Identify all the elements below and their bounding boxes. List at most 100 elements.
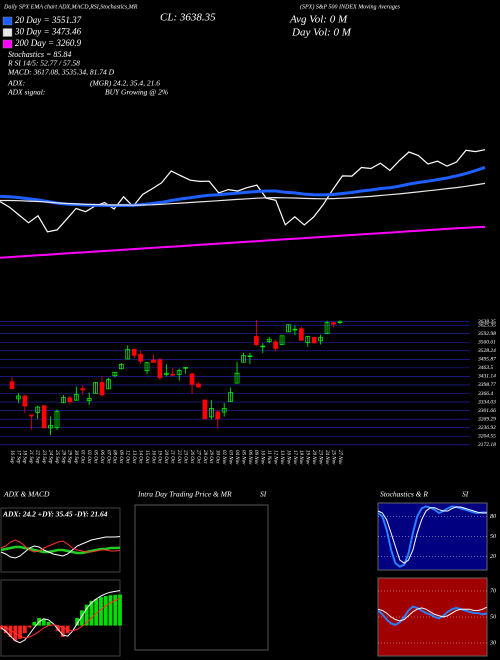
y-tick-label: 3269.29 [477,416,496,422]
histogram-bar [75,618,80,626]
x-tick-label: 15 Oct [144,450,149,464]
histogram-bar [103,595,108,626]
x-tick-label: 18 Sep [22,450,27,464]
avg-volume: Avg Vol: 0 M [289,14,348,26]
y-tick-label: 50 [490,534,496,540]
y-tick-label: 80 [490,514,496,520]
day-volume: Day Vol: 0 M [291,27,352,39]
intraday-title-suffix: SI [260,490,267,499]
x-tick-label: 11 Nov [266,450,271,465]
legend-swatch [2,16,13,26]
x-tick-label: 17 Nov [292,450,297,465]
x-tick-label: 23 Nov [317,450,322,465]
candle-body [106,379,111,390]
candle-body [86,398,92,402]
macd-text: MACD: 3617.08, 3535.34, 81.74 D [7,68,115,77]
x-tick-label: 02 Oct [86,450,91,464]
header-left: Daily SPX EMA chart ADX,MACD,RSI,Stochas… [3,4,138,10]
y-tick-label: 70 [490,588,496,594]
series-line [0,225,486,259]
y-tick-label: 3560.61 [477,340,496,346]
x-tick-label: 06 Oct [99,450,104,464]
y-tick-label: 3172.18 [477,442,496,448]
x-tick-label: 28 Oct [202,450,207,464]
series-line [377,506,487,564]
candle-body [112,371,118,377]
histogram-bar [27,625,32,628]
y-tick-label: 3638.35 [477,319,496,325]
x-tick-label: 30 Oct [215,450,220,464]
x-tick-label: 16 Oct [150,450,155,464]
candle-body [183,367,188,369]
series-line [0,536,121,559]
x-tick-label: 19 Oct [157,450,162,464]
y-tick-label: 3301.66 [477,408,496,414]
series-line [0,590,121,644]
candle-body [324,322,330,334]
x-tick-label: 14 Oct [137,450,142,464]
candle-body [73,394,79,401]
candle-body [61,397,66,403]
x-tick-label: 05 Nov [240,450,245,465]
x-tick-label: 13 Oct [131,450,136,464]
panel [0,507,121,573]
candle-body [157,359,163,378]
x-tick-label: 22 Sep [35,450,40,464]
x-tick-label: 09 Nov [253,450,258,465]
x-tick-label: 12 Nov [272,450,277,465]
candle-body [221,408,227,413]
legend-label: 20 Day = 3551.37 [15,15,82,25]
candle-body [292,328,298,331]
candle-body [247,355,253,358]
legend-swatch [2,39,13,49]
x-tick-label: 25 Nov [330,450,335,465]
x-tick-label: 10 Nov [260,450,265,465]
histogram-bar [46,621,51,626]
x-tick-label: 22 Oct [176,450,181,464]
candle-body [228,392,233,402]
x-tick-label: 06 Nov [247,450,252,465]
x-tick-label: 19 Nov [305,450,310,465]
x-tick-label: 18 Nov [298,450,303,465]
x-tick-label: 01 Oct [80,450,85,464]
candle-body [28,414,34,417]
close-price: CL: 3638.35 [160,12,216,24]
candle-body [41,405,47,429]
x-tick-label: 21 Sep [28,450,33,464]
candle-body [318,337,323,342]
candle-body [170,373,176,376]
candle-body [305,336,311,344]
histogram-bar [108,595,113,626]
candle-body [331,322,336,325]
candle-body [99,382,105,396]
y-tick-label: 3398.77 [477,382,496,388]
x-tick-label: 12 Oct [125,450,130,464]
candle-body [163,372,169,375]
x-tick-label: 17 Sep [15,450,20,464]
candle-body [9,381,15,389]
candle-body [80,388,86,391]
candle-body [118,363,124,370]
histogram-bar [80,610,84,626]
candle-body [67,397,73,403]
histogram-bar [84,604,89,626]
candle-body [48,424,53,429]
histogram-bar [18,625,22,639]
panel-title-suffix: SI [462,490,469,499]
series-line [0,545,121,555]
y-tick-label: 3528.24 [477,347,496,354]
x-tick-label: 21 Oct [170,450,175,464]
histogram-bar [3,625,8,634]
legend-swatch [2,28,13,37]
candle-body [35,406,41,413]
candle-body [260,345,266,348]
x-tick-label: 24 Nov [324,450,329,465]
candle-body [54,411,60,429]
x-tick-label: 29 Sep [67,450,72,464]
histogram-bar [60,625,65,637]
series-line [377,505,488,568]
x-tick-label: 16 Nov [285,450,290,465]
x-tick-label: 20 Nov [311,450,316,465]
histogram-bar [99,597,103,626]
